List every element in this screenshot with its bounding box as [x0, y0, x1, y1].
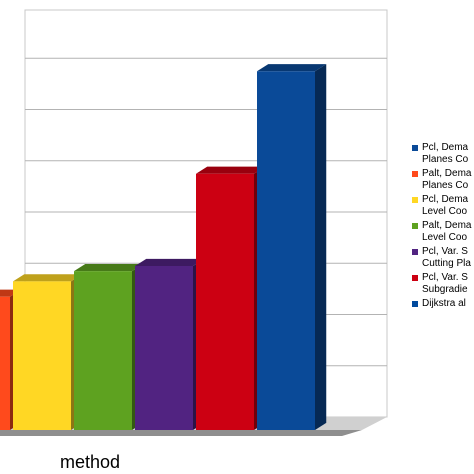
bar [74, 271, 132, 430]
bar-top [74, 263, 144, 272]
legend-swatch [412, 249, 418, 255]
legend-label: Pcl, Dema Level Coo [422, 194, 469, 217]
legend-item: Pcl, Var. S Subgradie [412, 272, 474, 296]
bar [135, 266, 193, 430]
bar-top [135, 258, 205, 266]
legend-label: Palt, Dema Planes Co [422, 168, 472, 191]
legend-swatch [412, 223, 418, 229]
legend-swatch [412, 171, 418, 177]
legend-item: Pcl, Var. S Cutting Pla [412, 246, 474, 270]
bar [196, 173, 254, 430]
legend-label: Pcl, Var. S Subgradie [422, 272, 468, 295]
legend-swatch [412, 275, 418, 281]
chart-legend: Pcl, Dema Planes Co Palt, Dema Planes Co P… [412, 142, 474, 312]
legend-item: Dijkstra al [412, 298, 474, 310]
bar-top [13, 274, 83, 282]
legend-label: Pcl, Var. S Cutting Pla [422, 246, 471, 269]
bar [13, 281, 71, 430]
legend-label: Palt, Dema Level Coo [422, 220, 472, 243]
bar [0, 296, 10, 430]
bar-top [196, 166, 266, 174]
plot-floor-shadow [0, 430, 362, 436]
legend-label: Dijkstra al [422, 298, 466, 309]
legend-swatch [412, 301, 418, 307]
legend-item: Pcl, Dema Planes Co [412, 142, 474, 166]
legend-item: Palt, Dema Level Coo [412, 220, 474, 244]
bar-side [315, 64, 327, 430]
legend-item: Pcl, Dema Level Coo [412, 194, 474, 218]
bar [257, 71, 315, 430]
legend-swatch [412, 197, 418, 203]
legend-item: Palt, Dema Planes Co [412, 168, 474, 192]
legend-swatch [412, 145, 418, 151]
bar-top [257, 64, 327, 72]
legend-label: Pcl, Dema Planes Co [422, 142, 469, 165]
x-axis-label: method [60, 452, 121, 472]
